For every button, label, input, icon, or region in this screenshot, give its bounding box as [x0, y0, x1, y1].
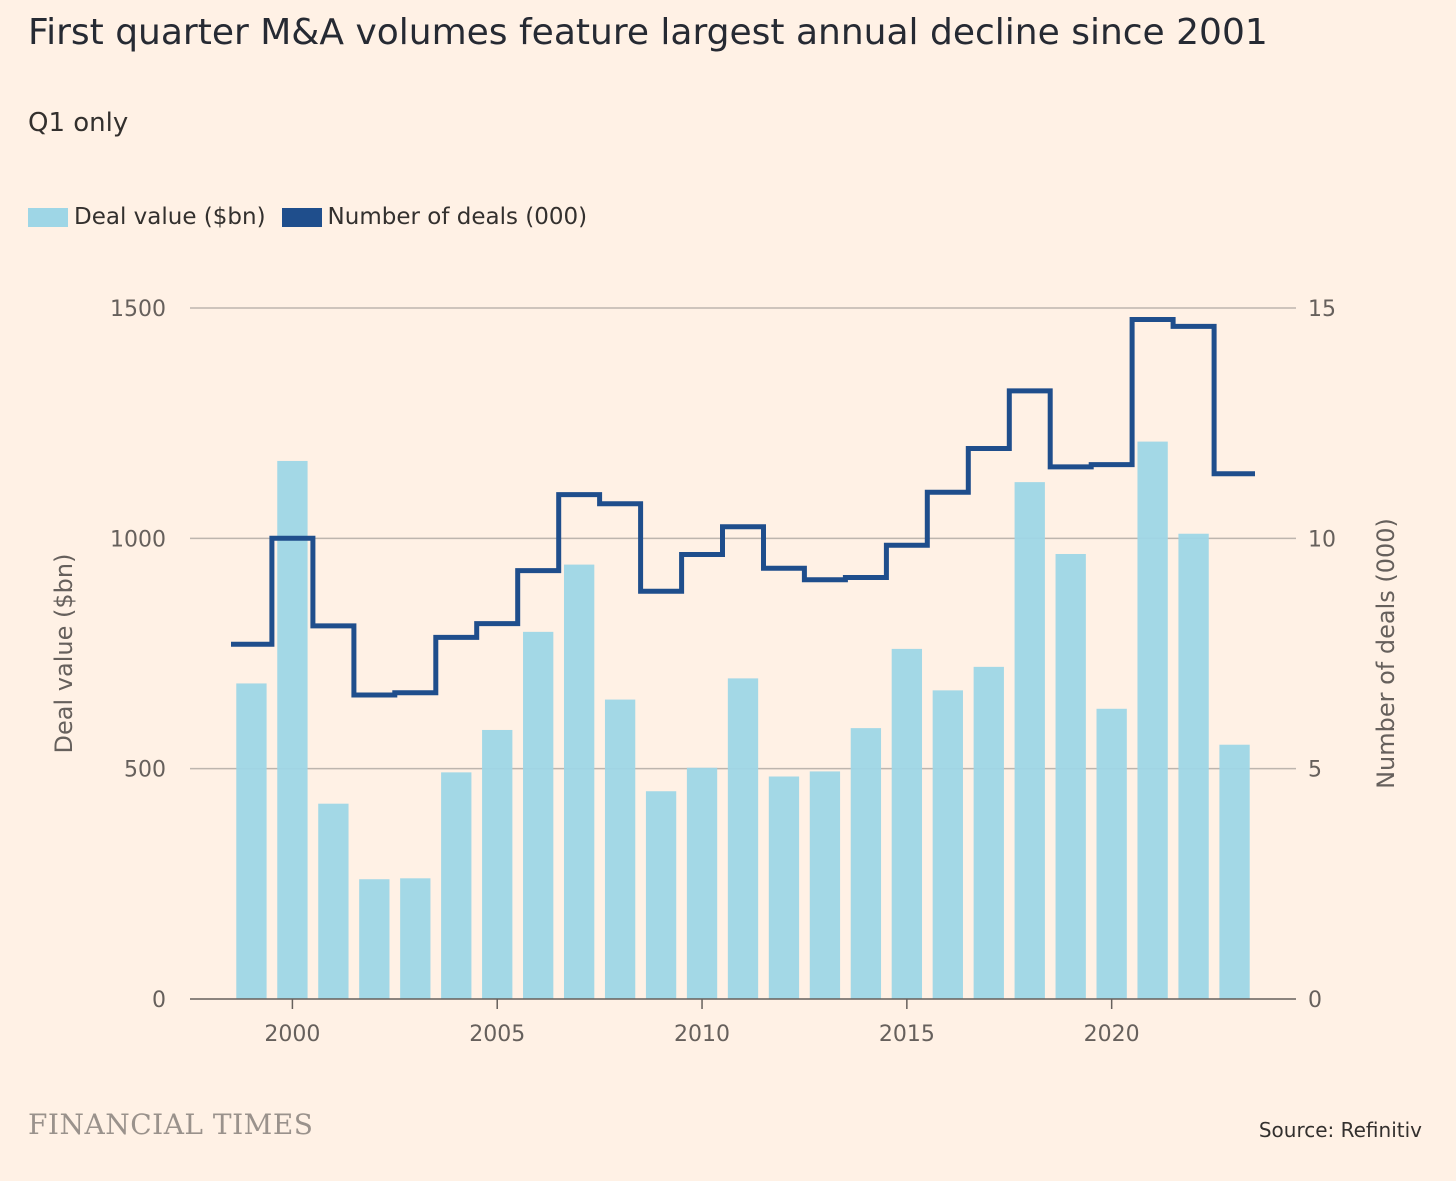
bar-2007 [563, 564, 595, 999]
bar-1999 [236, 683, 267, 999]
chart-subtitle: Q1 only [28, 108, 129, 138]
y-left-tick-label: 0 [152, 988, 166, 1013]
y-right-tick-label: 15 [1308, 297, 1336, 322]
bar-2005 [482, 729, 513, 999]
y-left-axis-title: Deal value ($bn) [50, 554, 78, 754]
y-left-tick-label: 1500 [110, 297, 166, 322]
y-right-tick-label: 10 [1308, 527, 1336, 552]
y-right-tick-label: 0 [1308, 988, 1322, 1013]
legend-label-deal-value: Deal value ($bn) [74, 204, 266, 230]
x-tick-label: 2005 [469, 1022, 525, 1047]
bar-2008 [604, 699, 636, 999]
bar-2017 [973, 666, 1004, 999]
legend: Deal value ($bn) Number of deals (000) [28, 204, 603, 230]
bar-2010 [686, 767, 718, 999]
legend-item-deal-value: Deal value ($bn) [28, 204, 266, 230]
bar-2023 [1219, 744, 1250, 999]
bar-2009 [645, 791, 677, 999]
y-left-tick-label: 500 [124, 758, 166, 783]
x-tick-label: 2000 [264, 1022, 320, 1047]
bar-series [236, 441, 1250, 1000]
deals-step-line [231, 317, 1255, 698]
bar-2001 [318, 803, 349, 999]
bar-2018 [1014, 482, 1045, 1000]
source-note: Source: Refinitiv [1258, 1118, 1422, 1142]
bar-2019 [1055, 553, 1086, 999]
bar-2012 [768, 776, 800, 999]
bar-2013 [809, 771, 841, 999]
bar-2014 [850, 728, 882, 999]
step-line-series [231, 317, 1255, 698]
x-tick-label: 2010 [674, 1022, 730, 1047]
ft-logo: FINANCIAL TIMES [28, 1108, 314, 1141]
x-tick-label: 2015 [879, 1022, 935, 1047]
bar-2011 [727, 678, 759, 999]
y-left-tick-label: 1000 [110, 527, 166, 552]
bar-2016 [932, 690, 963, 999]
bar-2003 [400, 878, 431, 999]
x-tick-label: 2020 [1084, 1022, 1140, 1047]
y-right-axis-title: Number of deals (000) [1372, 518, 1400, 789]
bar-2002 [359, 879, 390, 999]
bar-2020 [1096, 708, 1127, 999]
legend-item-number-of-deals: Number of deals (000) [281, 204, 588, 230]
bar-2021 [1137, 441, 1168, 999]
bar-2000 [277, 460, 308, 999]
chart-title: First quarter M&A volumes feature larges… [28, 12, 1268, 53]
legend-swatch-number-of-deals [281, 207, 322, 227]
bar-2022 [1178, 533, 1209, 999]
legend-label-number-of-deals: Number of deals (000) [327, 204, 588, 230]
legend-swatch-deal-value [28, 207, 68, 227]
bar-2015 [891, 648, 923, 999]
bar-2006 [523, 631, 554, 999]
axes: 0 500 1000 1500 0 5 10 15 2000 2005 2010 2015 2020 De… [50, 297, 1400, 1047]
y-right-tick-label: 5 [1308, 758, 1322, 783]
bar-2004 [441, 772, 472, 999]
